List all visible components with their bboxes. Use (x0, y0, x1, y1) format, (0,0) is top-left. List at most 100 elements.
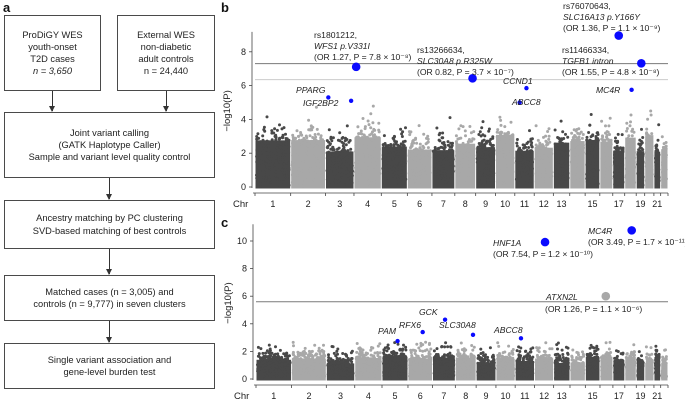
snp-point (376, 144, 380, 148)
snp-point (367, 143, 371, 147)
snp-point (617, 174, 621, 178)
snp-point (374, 142, 378, 146)
snp-point (436, 164, 440, 168)
snp-point (536, 153, 540, 157)
snp-point (271, 355, 275, 359)
snp-point (596, 138, 600, 142)
snp-point (444, 157, 448, 161)
snp-point (539, 159, 543, 163)
snp-point (393, 371, 396, 375)
snp-point (257, 136, 261, 140)
snp-point (449, 175, 453, 179)
snp-point (370, 178, 373, 182)
snp-point (664, 185, 668, 189)
snp-point (349, 151, 353, 155)
snp-point (471, 348, 475, 352)
snp-point (327, 360, 331, 364)
snp-point (428, 352, 432, 356)
snp-point (426, 146, 430, 150)
snp-point (645, 156, 649, 159)
snp-point (450, 366, 454, 370)
snp-point (258, 169, 262, 173)
snp-point (401, 359, 405, 363)
snp-point (421, 349, 425, 353)
snp-point (524, 162, 528, 166)
snp-point (359, 129, 363, 133)
snp-point (503, 158, 507, 162)
snp-point (350, 349, 354, 353)
snp-point (275, 152, 279, 156)
snp-point (274, 345, 277, 349)
snp-point (592, 168, 596, 172)
snp-point (299, 371, 303, 375)
snp-point (626, 136, 630, 140)
snp-point (450, 361, 454, 365)
snp-point (396, 152, 400, 156)
snp-point (609, 138, 613, 142)
snp-point (319, 171, 322, 175)
snp-point (661, 150, 665, 154)
snp-point (488, 165, 492, 169)
snp-point (455, 160, 459, 164)
snp-point (334, 370, 338, 374)
snp-point (424, 340, 428, 344)
snp-point (605, 154, 609, 158)
snp-point (548, 140, 552, 144)
snp-point (467, 357, 471, 361)
snp-point (355, 374, 358, 378)
snp-point (262, 175, 265, 179)
snp-point (280, 367, 284, 371)
snp-point (605, 130, 609, 134)
snp-point (564, 160, 568, 164)
snp-point (285, 153, 288, 157)
snp-point (495, 158, 499, 162)
snp-point (440, 174, 444, 178)
snp-point (587, 131, 591, 134)
snp-point (371, 369, 375, 373)
snp-point (340, 140, 344, 144)
snp-point (609, 163, 613, 167)
snp-point (343, 162, 347, 166)
snp-point (527, 146, 531, 149)
snp-point (428, 156, 432, 159)
snp-point (461, 125, 465, 129)
snp-point (495, 135, 499, 139)
snp-point (285, 354, 289, 358)
snp-point (334, 354, 338, 358)
snp-point (291, 137, 295, 141)
snp-point (496, 128, 500, 132)
snp-point (295, 155, 299, 158)
snp-point (267, 152, 271, 156)
snp-point (570, 178, 574, 181)
snp-point (566, 154, 570, 158)
snp-point (419, 344, 423, 348)
snp-point (412, 138, 416, 142)
snp-point (593, 155, 597, 158)
snp-point (471, 178, 475, 182)
snp-point (282, 171, 286, 175)
snp-point (276, 354, 280, 358)
snp-point (282, 177, 286, 181)
snp-point (307, 375, 311, 379)
snp-point (663, 162, 667, 166)
snp-point (291, 160, 295, 164)
snp-point (314, 135, 318, 139)
snp-point (656, 160, 660, 164)
snp-point (386, 175, 390, 178)
snp-point (456, 348, 460, 352)
snp-point (395, 376, 399, 380)
snp-point (357, 377, 361, 380)
snp-point (491, 135, 495, 139)
snp-point (271, 180, 275, 184)
snp-point (446, 345, 450, 349)
snp-point (443, 161, 447, 165)
snp-point (297, 164, 301, 168)
snp-point (361, 368, 365, 372)
snp-point (384, 353, 388, 357)
snp-point (457, 148, 461, 151)
snp-point (395, 175, 399, 178)
snp-point (648, 162, 652, 166)
snp-point (515, 170, 519, 174)
snp-point (541, 143, 544, 147)
